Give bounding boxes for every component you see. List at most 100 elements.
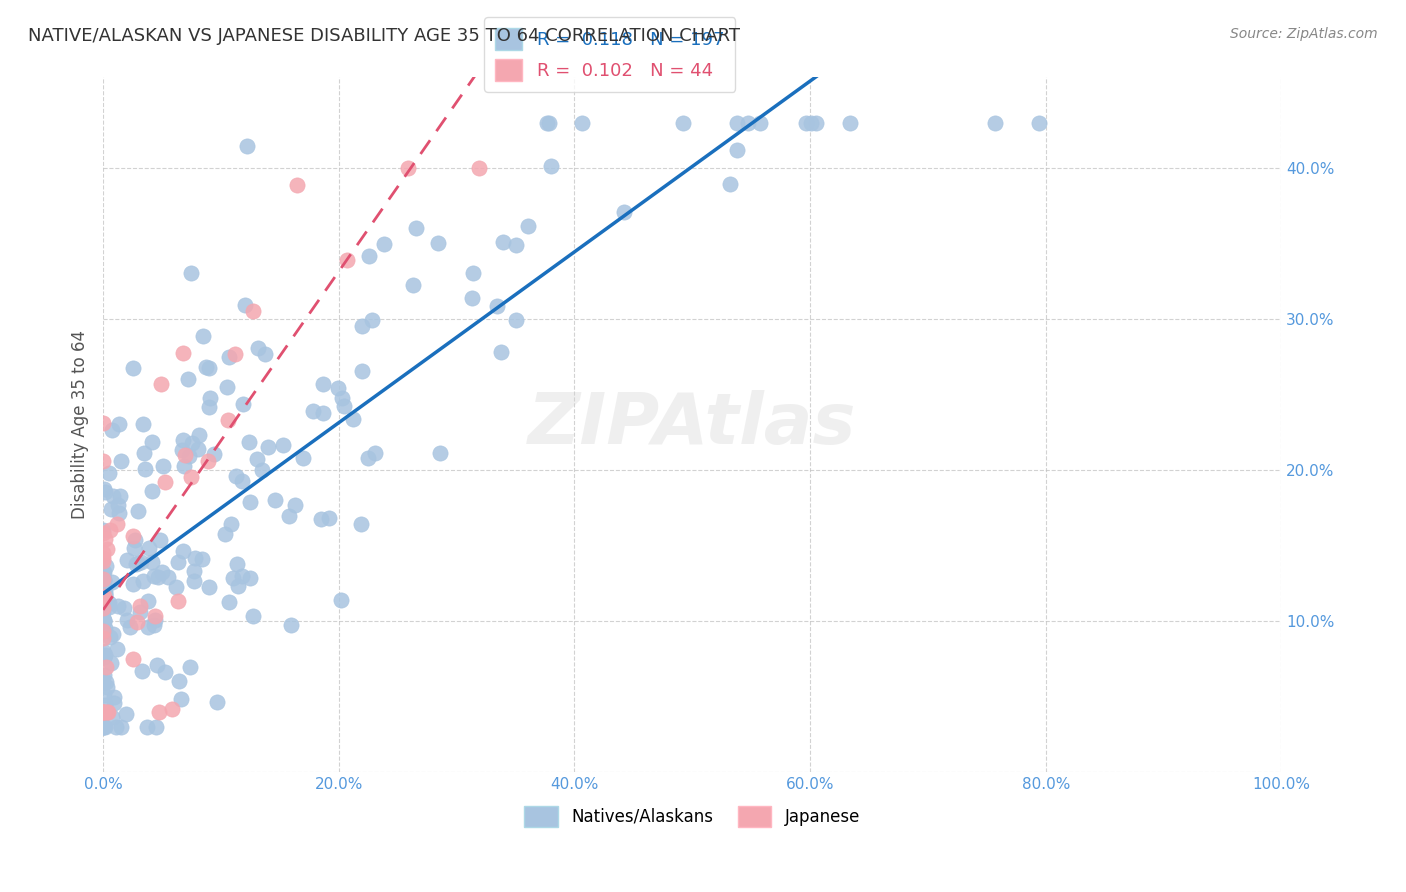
- Point: [737, 116, 759, 130]
- Point: [94, 559, 117, 574]
- Point: [105, 641, 128, 656]
- Point: [197, 453, 219, 467]
- Point: [405, 221, 427, 235]
- Y-axis label: Disability Age 35 to 64: Disability Age 35 to 64: [72, 330, 89, 519]
- Point: [91, 454, 114, 468]
- Point: [93, 688, 115, 702]
- Point: [141, 434, 163, 449]
- Text: NATIVE/ALASKAN VS JAPANESE DISABILITY AGE 35 TO 64 CORRELATION CHART: NATIVE/ALASKAN VS JAPANESE DISABILITY AG…: [28, 27, 740, 45]
- Point: [91, 546, 114, 560]
- Point: [98, 599, 121, 614]
- Point: [136, 720, 159, 734]
- Point: [218, 350, 240, 364]
- Point: [150, 566, 173, 580]
- Point: [143, 613, 166, 627]
- Point: [127, 504, 149, 518]
- Point: [173, 459, 195, 474]
- Point: [198, 391, 221, 405]
- Point: [505, 313, 527, 327]
- Point: [800, 116, 823, 130]
- Point: [91, 644, 114, 658]
- Point: [145, 658, 167, 673]
- Point: [183, 564, 205, 578]
- Point: [165, 580, 187, 594]
- Point: [312, 406, 335, 420]
- Point: [184, 551, 207, 566]
- Point: [127, 556, 149, 570]
- Point: [170, 442, 193, 457]
- Point: [311, 376, 333, 391]
- Point: [148, 705, 170, 719]
- Point: [94, 587, 117, 601]
- Point: [167, 554, 190, 568]
- Point: [222, 571, 245, 585]
- Point: [93, 573, 115, 587]
- Point: [183, 574, 205, 588]
- Point: [198, 580, 221, 594]
- Point: [173, 448, 195, 462]
- Point: [194, 359, 217, 374]
- Point: [492, 235, 515, 249]
- Point: [91, 600, 114, 615]
- Point: [180, 436, 202, 450]
- Point: [98, 596, 121, 610]
- Point: [148, 570, 170, 584]
- Point: [187, 442, 209, 456]
- Point: [357, 451, 380, 466]
- Point: [96, 681, 118, 695]
- Text: ZIPAtlas: ZIPAtlas: [529, 390, 856, 459]
- Point: [215, 380, 238, 394]
- Point: [172, 433, 194, 447]
- Point: [291, 450, 314, 465]
- Point: [101, 574, 124, 589]
- Point: [110, 454, 132, 468]
- Point: [122, 541, 145, 555]
- Point: [364, 446, 387, 460]
- Point: [94, 588, 117, 602]
- Point: [100, 502, 122, 516]
- Point: [150, 377, 173, 392]
- Point: [145, 720, 167, 734]
- Point: [134, 446, 156, 460]
- Point: [91, 572, 114, 586]
- Point: [91, 596, 114, 610]
- Point: [505, 238, 527, 252]
- Point: [231, 568, 253, 582]
- Point: [122, 360, 145, 375]
- Point: [94, 648, 117, 663]
- Point: [330, 593, 353, 607]
- Point: [333, 399, 356, 413]
- Point: [352, 364, 374, 378]
- Point: [396, 161, 419, 175]
- Point: [156, 570, 179, 584]
- Point: [491, 345, 513, 359]
- Point: [108, 417, 131, 431]
- Point: [401, 278, 423, 293]
- Point: [96, 705, 118, 719]
- Point: [129, 599, 152, 613]
- Point: [177, 371, 200, 385]
- Point: [188, 428, 211, 442]
- Point: [96, 542, 118, 557]
- Point: [167, 673, 190, 688]
- Point: [271, 437, 294, 451]
- Point: [141, 483, 163, 498]
- Point: [103, 696, 125, 710]
- Point: [91, 720, 114, 734]
- Point: [101, 627, 124, 641]
- Point: [233, 297, 256, 311]
- Point: [141, 555, 163, 569]
- Point: [101, 489, 124, 503]
- Point: [124, 533, 146, 547]
- Point: [359, 249, 381, 263]
- Point: [91, 705, 114, 719]
- Point: [91, 591, 114, 605]
- Point: [91, 416, 114, 430]
- Point: [571, 116, 593, 130]
- Point: [172, 345, 194, 359]
- Point: [806, 116, 828, 130]
- Point: [536, 116, 558, 130]
- Point: [180, 266, 202, 280]
- Point: [225, 558, 247, 572]
- Point: [93, 614, 115, 628]
